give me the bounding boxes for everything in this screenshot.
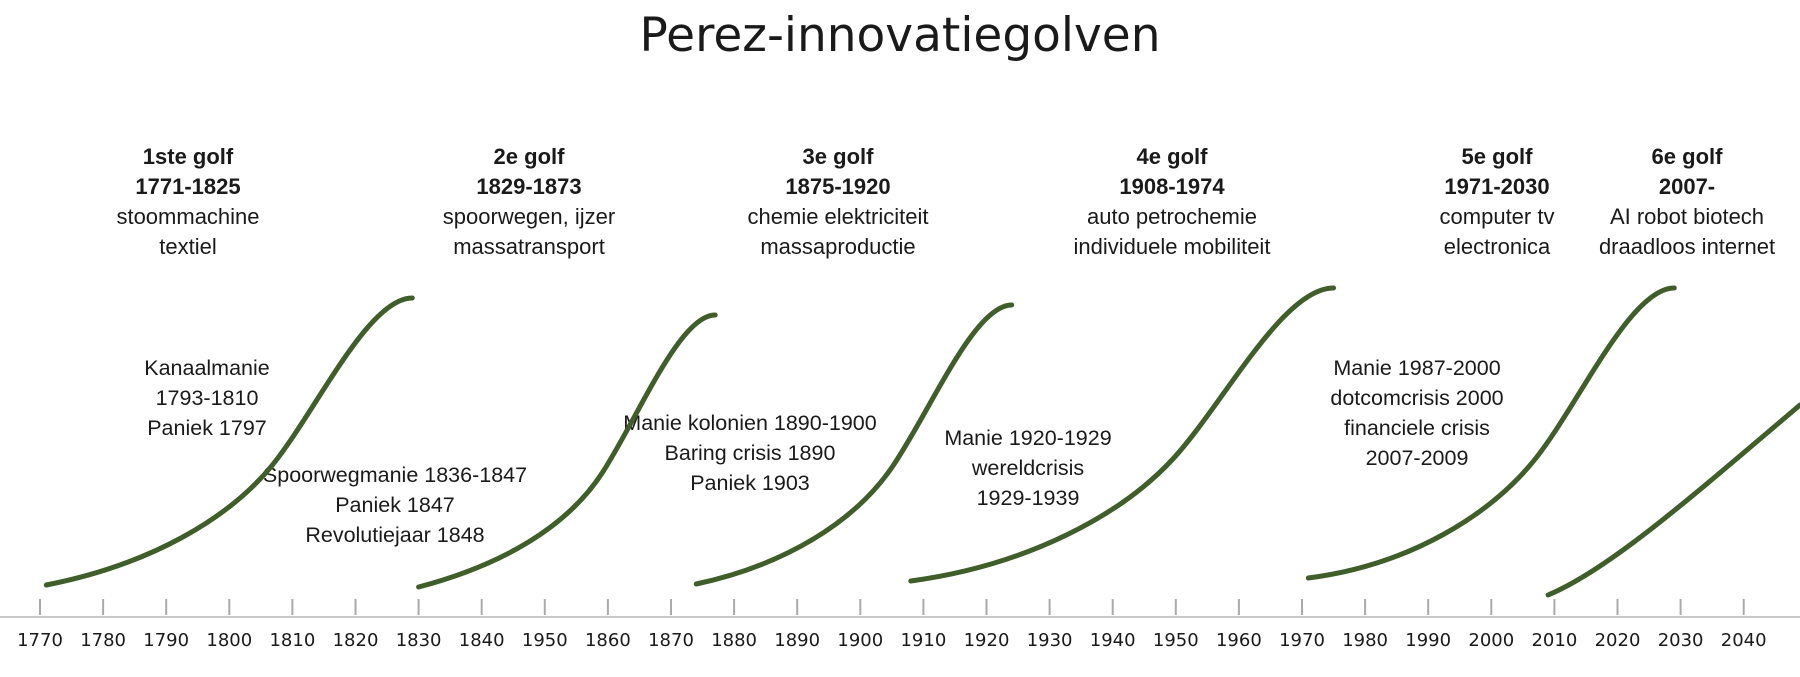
axis-tick-label: 2020 xyxy=(1595,630,1641,651)
wave-desc1: stoommachine xyxy=(116,204,260,229)
wave-header: 1ste golf 1771-1825 stoommachine textiel xyxy=(28,142,348,262)
wave-desc2: massatransport xyxy=(453,234,605,259)
crisis-note-line: Revolutiejaar 1848 xyxy=(305,523,485,547)
axis-tick-label: 1780 xyxy=(80,630,126,651)
wave-header: 5e golf 1971-2030 computer tv electronica xyxy=(1337,142,1657,262)
wave-desc1: chemie elektriciteit xyxy=(747,204,929,229)
axis-tick-label: 1930 xyxy=(1027,630,1073,651)
wave-name: 2e golf xyxy=(493,144,565,169)
crisis-note: Kanaalmanie 1793-1810 Paniek 1797 xyxy=(37,353,377,443)
crisis-note-line: 1929-1939 xyxy=(976,486,1080,510)
crisis-note-line: Manie 1987-2000 xyxy=(1333,356,1501,380)
axis-tick-label: 1940 xyxy=(1090,630,1136,651)
axis-tick-label: 1890 xyxy=(774,630,820,651)
wave-header: 4e golf 1908-1974 auto petrochemie individu… xyxy=(1012,142,1332,262)
axis-tick-label: 1840 xyxy=(459,630,505,651)
axis-tick-label: 1910 xyxy=(900,630,946,651)
axis-tick-label: 1800 xyxy=(206,630,252,651)
axis-tick-label: 1820 xyxy=(333,630,379,651)
crisis-note-line: 2007-2009 xyxy=(1365,446,1469,470)
wave-header: 3e golf 1875-1920 chemie elektriciteit mass… xyxy=(678,142,998,262)
axis-tick-label: 1880 xyxy=(711,630,757,651)
chart-title: Perez-innovatiegolven xyxy=(639,8,1161,63)
wave-years: 1971-2030 xyxy=(1444,174,1550,199)
crisis-note-line: dotcomcrisis 2000 xyxy=(1330,386,1504,410)
axis-tick-label: 1790 xyxy=(143,630,189,651)
wave-header: 6e golf 2007- AI robot biotech draadloos in… xyxy=(1527,142,1800,262)
crisis-note-line: Manie kolonien 1890-1900 xyxy=(623,411,877,435)
crisis-note: Spoorwegmanie 1836-1847 Paniek 1847 Revolu… xyxy=(225,460,565,550)
axis-tick-label: 1950 xyxy=(1153,630,1199,651)
wave-desc2: textiel xyxy=(159,234,217,259)
crisis-note: Manie 1920-1929 wereldcrisis 1929-1939 xyxy=(858,423,1198,513)
wave-name: 3e golf xyxy=(802,144,874,169)
wave-years: 2007- xyxy=(1658,174,1716,199)
axis-tick-label: 2000 xyxy=(1468,630,1514,651)
wave-desc2: electronica xyxy=(1443,234,1551,259)
wave-years: 1875-1920 xyxy=(785,174,891,199)
wave-curve xyxy=(416,312,718,590)
axis-tick-label: 1830 xyxy=(396,630,442,651)
wave-years: 1908-1974 xyxy=(1119,174,1225,199)
wave-curve xyxy=(1545,402,1800,598)
wave-desc1: auto petrochemie xyxy=(1087,204,1257,229)
wave-curve xyxy=(43,295,415,588)
crisis-note-line: Paniek 1847 xyxy=(335,493,455,517)
axis-tick-label: 1810 xyxy=(269,630,315,651)
crisis-note: Manie kolonien 1890-1900 Baring crisis 18… xyxy=(580,408,920,498)
wave-name: 5e golf xyxy=(1461,144,1533,169)
axis-tick-label: 1990 xyxy=(1405,630,1451,651)
crisis-note-line: Paniek 1797 xyxy=(147,416,267,440)
axis-tick-label: 1960 xyxy=(1216,630,1262,651)
wave-header: 2e golf 1829-1873 spoorwegen, ijzer massatr… xyxy=(369,142,689,262)
axis-tick-label: 1920 xyxy=(964,630,1010,651)
axis-tick-label: 1980 xyxy=(1342,630,1388,651)
axis-tick-label: 1860 xyxy=(585,630,631,651)
axis-tick-label: 2030 xyxy=(1658,630,1704,651)
crisis-note-line: wereldcrisis xyxy=(971,456,1085,480)
wave-name: 1ste golf xyxy=(142,144,234,169)
wave-curve xyxy=(1305,285,1677,581)
wave-desc2: massaproductie xyxy=(760,234,916,259)
axis-tick-label: 1770 xyxy=(17,630,63,651)
axis-tick-label: 1950 xyxy=(522,630,568,651)
wave-desc1: spoorwegen, ijzer xyxy=(442,204,616,229)
crisis-note-line: Kanaalmanie xyxy=(144,356,270,380)
crisis-note-line: financiele crisis xyxy=(1344,416,1490,440)
wave-curve xyxy=(908,285,1337,584)
wave-name: 4e golf xyxy=(1136,144,1208,169)
axis-tick-label: 2040 xyxy=(1721,630,1767,651)
crisis-note-line: Paniek 1903 xyxy=(690,471,810,495)
axis-tick-label: 1870 xyxy=(648,630,694,651)
crisis-note: Manie 1987-2000 dotcomcrisis 2000 financie… xyxy=(1247,353,1587,473)
wave-desc2: individuele mobiliteit xyxy=(1073,234,1271,259)
crisis-note-line: Baring crisis 1890 xyxy=(664,441,836,465)
axis-tick-label: 1900 xyxy=(837,630,883,651)
wave-desc1: AI robot biotech xyxy=(1609,204,1765,229)
crisis-note-line: 1793-1810 xyxy=(155,386,259,410)
crisis-note-line: Spoorwegmanie 1836-1847 xyxy=(262,463,528,487)
wave-curve xyxy=(693,302,1015,587)
wave-years: 1829-1873 xyxy=(476,174,582,199)
axis-tick-label: 2010 xyxy=(1531,630,1577,651)
axis-tick-label: 1970 xyxy=(1279,630,1325,651)
wave-desc1: computer tv xyxy=(1439,204,1555,229)
wave-name: 6e golf xyxy=(1651,144,1723,169)
wave-desc2: draadloos internet xyxy=(1598,234,1776,259)
wave-years: 1771-1825 xyxy=(135,174,241,199)
crisis-note-line: Manie 1920-1929 xyxy=(944,426,1112,450)
